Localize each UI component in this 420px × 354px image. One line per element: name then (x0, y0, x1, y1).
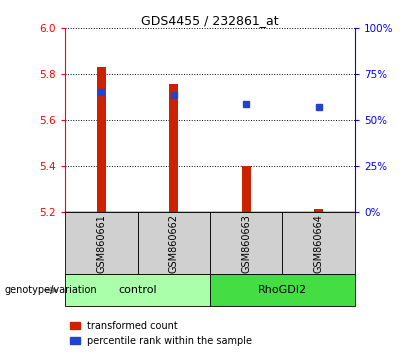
Text: GSM860664: GSM860664 (314, 214, 324, 273)
Title: GDS4455 / 232861_at: GDS4455 / 232861_at (141, 14, 279, 27)
Bar (242, 166, 251, 212)
Text: GSM860663: GSM860663 (241, 214, 251, 273)
Text: genotype/variation: genotype/variation (4, 285, 97, 295)
Text: GSM860661: GSM860661 (96, 214, 106, 273)
Text: GSM860662: GSM860662 (169, 214, 179, 273)
Text: RhoGDI2: RhoGDI2 (258, 285, 307, 295)
Bar (169, 84, 178, 212)
Text: control: control (118, 285, 157, 295)
Bar (314, 209, 323, 212)
Bar (97, 68, 106, 212)
Legend: transformed count, percentile rank within the sample: transformed count, percentile rank withi… (70, 321, 252, 346)
